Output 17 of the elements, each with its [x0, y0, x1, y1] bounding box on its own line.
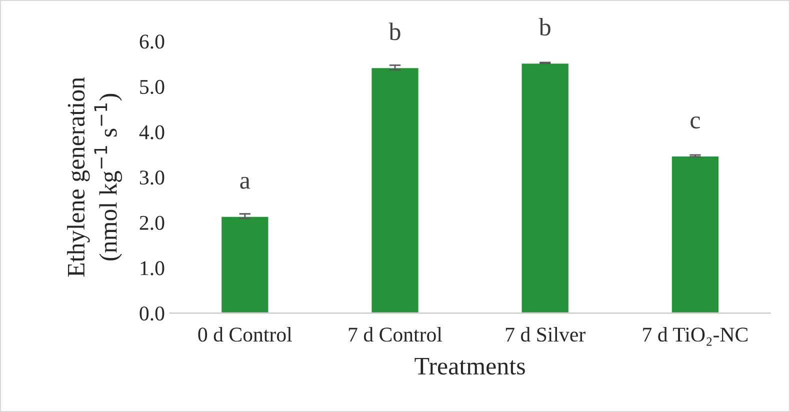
annotation: b: [388, 22, 400, 40]
x-tick-label: 7 d Silver: [506, 327, 586, 342]
x-tick-label: 7 d TiO₂-NC: [643, 327, 748, 346]
x-axis-title: Treatments: [414, 358, 525, 375]
x-tick-label: 0 d Control: [198, 327, 292, 342]
y-tick-label: 2.0: [140, 216, 164, 230]
y-tick-label: 6.0: [140, 34, 164, 49]
x-tick-label: 7 d Control: [348, 327, 442, 342]
annotation: b: [538, 18, 550, 36]
y-tick-label: 3.0: [140, 170, 164, 185]
y-axis-title: Ethylene generation (nmol kg$^{−1}$ s$^{−1}$): [67, 77, 122, 277]
y-tick-label: 0.0: [140, 306, 164, 321]
annotation: a: [240, 176, 250, 189]
y-tick-label: 4.0: [139, 125, 164, 140]
annotation: c: [690, 116, 700, 129]
y-tick-label: 1.0: [140, 261, 164, 276]
y-tick-label: 5.0: [140, 80, 164, 94]
